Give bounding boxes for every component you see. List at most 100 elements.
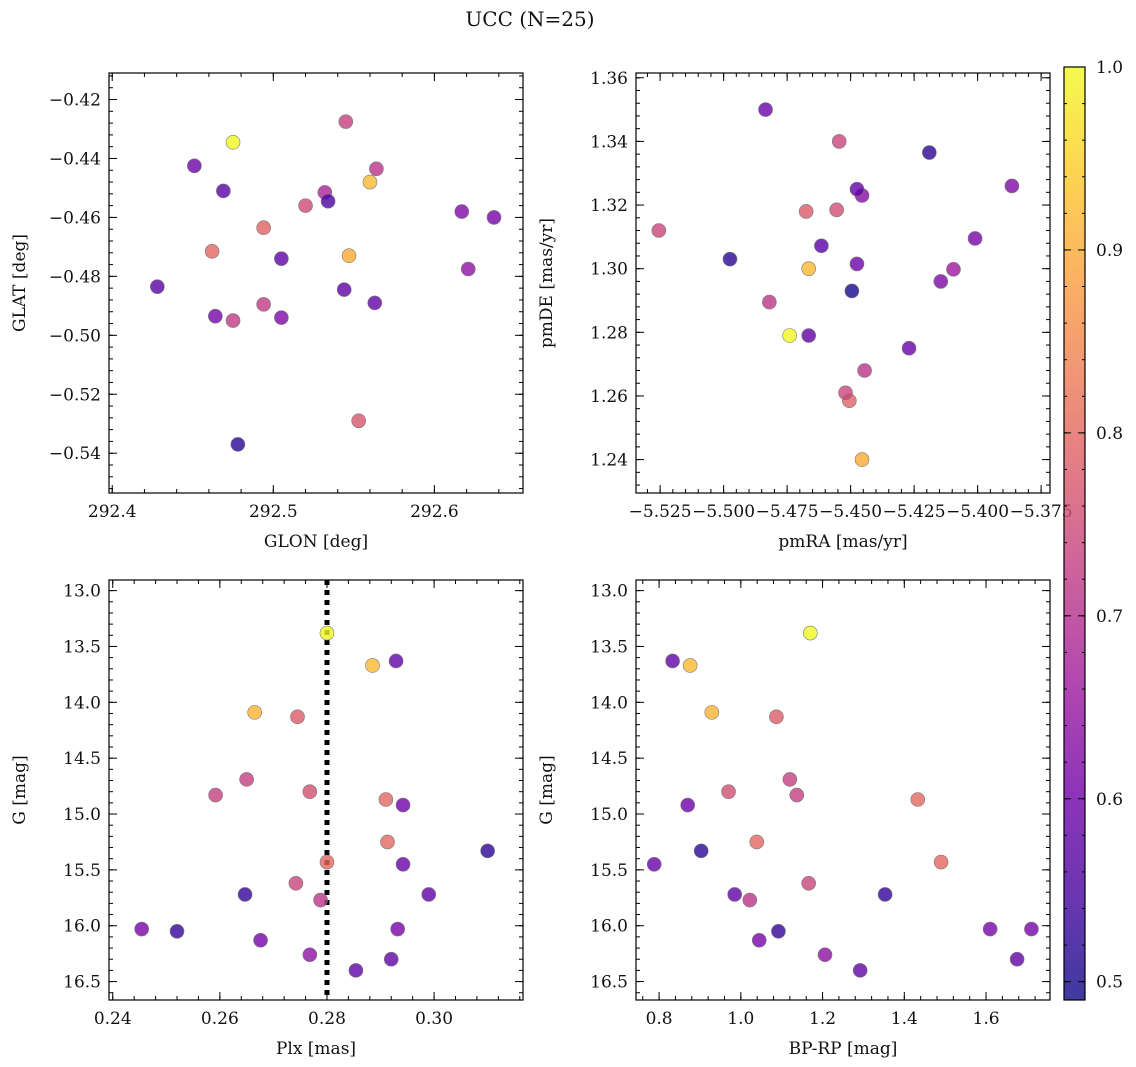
x-tick-label: 0.8 xyxy=(646,1009,673,1029)
scatter-point xyxy=(480,843,495,859)
x-tick-label: −5.450 xyxy=(819,502,882,522)
scatter-point xyxy=(1009,951,1025,967)
scatter-point xyxy=(336,282,352,297)
scatter-point xyxy=(320,193,336,209)
scatter-point xyxy=(801,875,816,891)
scatter-point xyxy=(782,772,798,787)
colorbar-tick-label: 0.8 xyxy=(1096,424,1123,444)
y-tick-label: −0.52 xyxy=(49,385,101,405)
scatter-point xyxy=(789,787,805,803)
scatter-point xyxy=(722,251,738,267)
scatter-point xyxy=(313,892,328,908)
scatter-point xyxy=(646,856,662,872)
axes-frame xyxy=(108,579,524,1001)
scatter-point xyxy=(486,210,502,225)
scatter-point xyxy=(721,784,736,799)
y-tick-label: −0.54 xyxy=(49,444,101,464)
x-tick-label: 292.5 xyxy=(249,502,298,522)
scatter-point xyxy=(239,772,254,787)
x-tick-label: 292.4 xyxy=(88,502,137,522)
scatter-point xyxy=(225,313,241,328)
scatter-point xyxy=(388,653,404,669)
colorbar-frame xyxy=(1063,66,1086,1001)
scatter-point xyxy=(817,947,833,963)
scatter-point xyxy=(982,921,998,937)
scatter-point xyxy=(814,238,829,254)
scatter-point xyxy=(362,174,378,190)
scatter-point xyxy=(844,283,860,299)
scatter-point xyxy=(395,797,411,813)
y-tick-label: 15.0 xyxy=(590,805,628,825)
scatter-point xyxy=(421,887,437,902)
scatter-point xyxy=(704,705,720,720)
axes-frame xyxy=(108,72,524,494)
scatter-point xyxy=(378,792,394,807)
scatter-point xyxy=(852,963,868,978)
x-tick-label: 1.6 xyxy=(973,1009,1000,1029)
scatter-point xyxy=(169,924,185,939)
scatter-point xyxy=(369,161,384,177)
scatter-point xyxy=(749,834,765,850)
y-tick-label: 1.36 xyxy=(590,69,628,89)
y-tick-label: 16.0 xyxy=(590,917,628,937)
y-tick-label: 14.0 xyxy=(63,693,101,713)
y-tick-label: −0.46 xyxy=(49,208,101,228)
y-tick-label: 15.5 xyxy=(63,861,101,881)
scatter-point xyxy=(933,274,949,289)
colorbar-tick-label: 0.6 xyxy=(1096,790,1123,810)
y-tick-label: −0.44 xyxy=(49,149,101,169)
x-tick-label: −5.525 xyxy=(629,502,692,522)
scatter-point xyxy=(854,452,870,467)
axes-frame xyxy=(635,579,1051,1001)
y-axis-label: GLAT [deg] xyxy=(10,234,30,332)
scatter-point xyxy=(857,363,872,378)
scatter-point xyxy=(751,932,767,948)
scatter-point xyxy=(922,145,937,160)
scatter-points xyxy=(150,114,502,452)
panel-bprp-g: 0.8 1.0 1.2 1.4 1.6 13.0 13.5 14.0 14.5 15.0 15.5 1… xyxy=(537,579,1051,1059)
scatter-point xyxy=(771,924,786,939)
scatter-point xyxy=(134,921,149,937)
scatter-point xyxy=(838,385,853,401)
colorbar-tick-label: 1.0 xyxy=(1096,58,1123,78)
x-axis-label: GLON [deg] xyxy=(264,532,368,552)
y-tick-label: 14.0 xyxy=(590,693,628,713)
scatter-point xyxy=(877,887,893,902)
scatter-point xyxy=(288,875,304,891)
scatter-point xyxy=(290,709,305,725)
y-tick-label: 13.5 xyxy=(63,637,101,657)
figure-title: UCC (N=25) xyxy=(465,7,594,31)
colorbar-tick-label: 0.9 xyxy=(1096,241,1123,261)
y-tick-label: 16.0 xyxy=(63,917,101,937)
x-axis-label: BP-RP [mag] xyxy=(789,1039,898,1059)
scatter-point xyxy=(651,223,667,238)
scatter-point xyxy=(693,843,709,859)
scatter-point xyxy=(150,279,165,294)
y-tick-label: 14.5 xyxy=(590,749,628,769)
scatter-point xyxy=(348,963,364,978)
scatter-point xyxy=(742,892,758,908)
x-axis-label: pmRA [mas/yr] xyxy=(778,532,907,552)
scatter-point xyxy=(256,220,271,236)
scatter-point xyxy=(390,921,405,937)
x-tick-label: 0.30 xyxy=(415,1009,453,1029)
scatter-point xyxy=(849,181,865,197)
y-tick-label: 1.26 xyxy=(590,387,628,407)
y-tick-label: 1.30 xyxy=(590,260,628,280)
scatter-point xyxy=(367,295,383,311)
scatter-point xyxy=(910,792,926,807)
y-axis-label: G [mag] xyxy=(10,755,30,824)
scatter-points xyxy=(134,625,495,978)
scatter-point xyxy=(829,202,844,218)
scatter-point xyxy=(338,114,354,129)
scatter-point xyxy=(801,261,817,276)
colorbar-gradient xyxy=(1064,67,1085,1000)
scatter-point xyxy=(341,248,357,264)
scatter-point xyxy=(460,261,476,277)
x-tick-label: −5.425 xyxy=(883,502,946,522)
x-tick-label: 0.28 xyxy=(308,1009,346,1029)
y-tick-label: 16.5 xyxy=(590,973,628,993)
scatter-point xyxy=(274,251,289,266)
scatter-point xyxy=(302,947,318,963)
scatter-point xyxy=(351,413,366,429)
